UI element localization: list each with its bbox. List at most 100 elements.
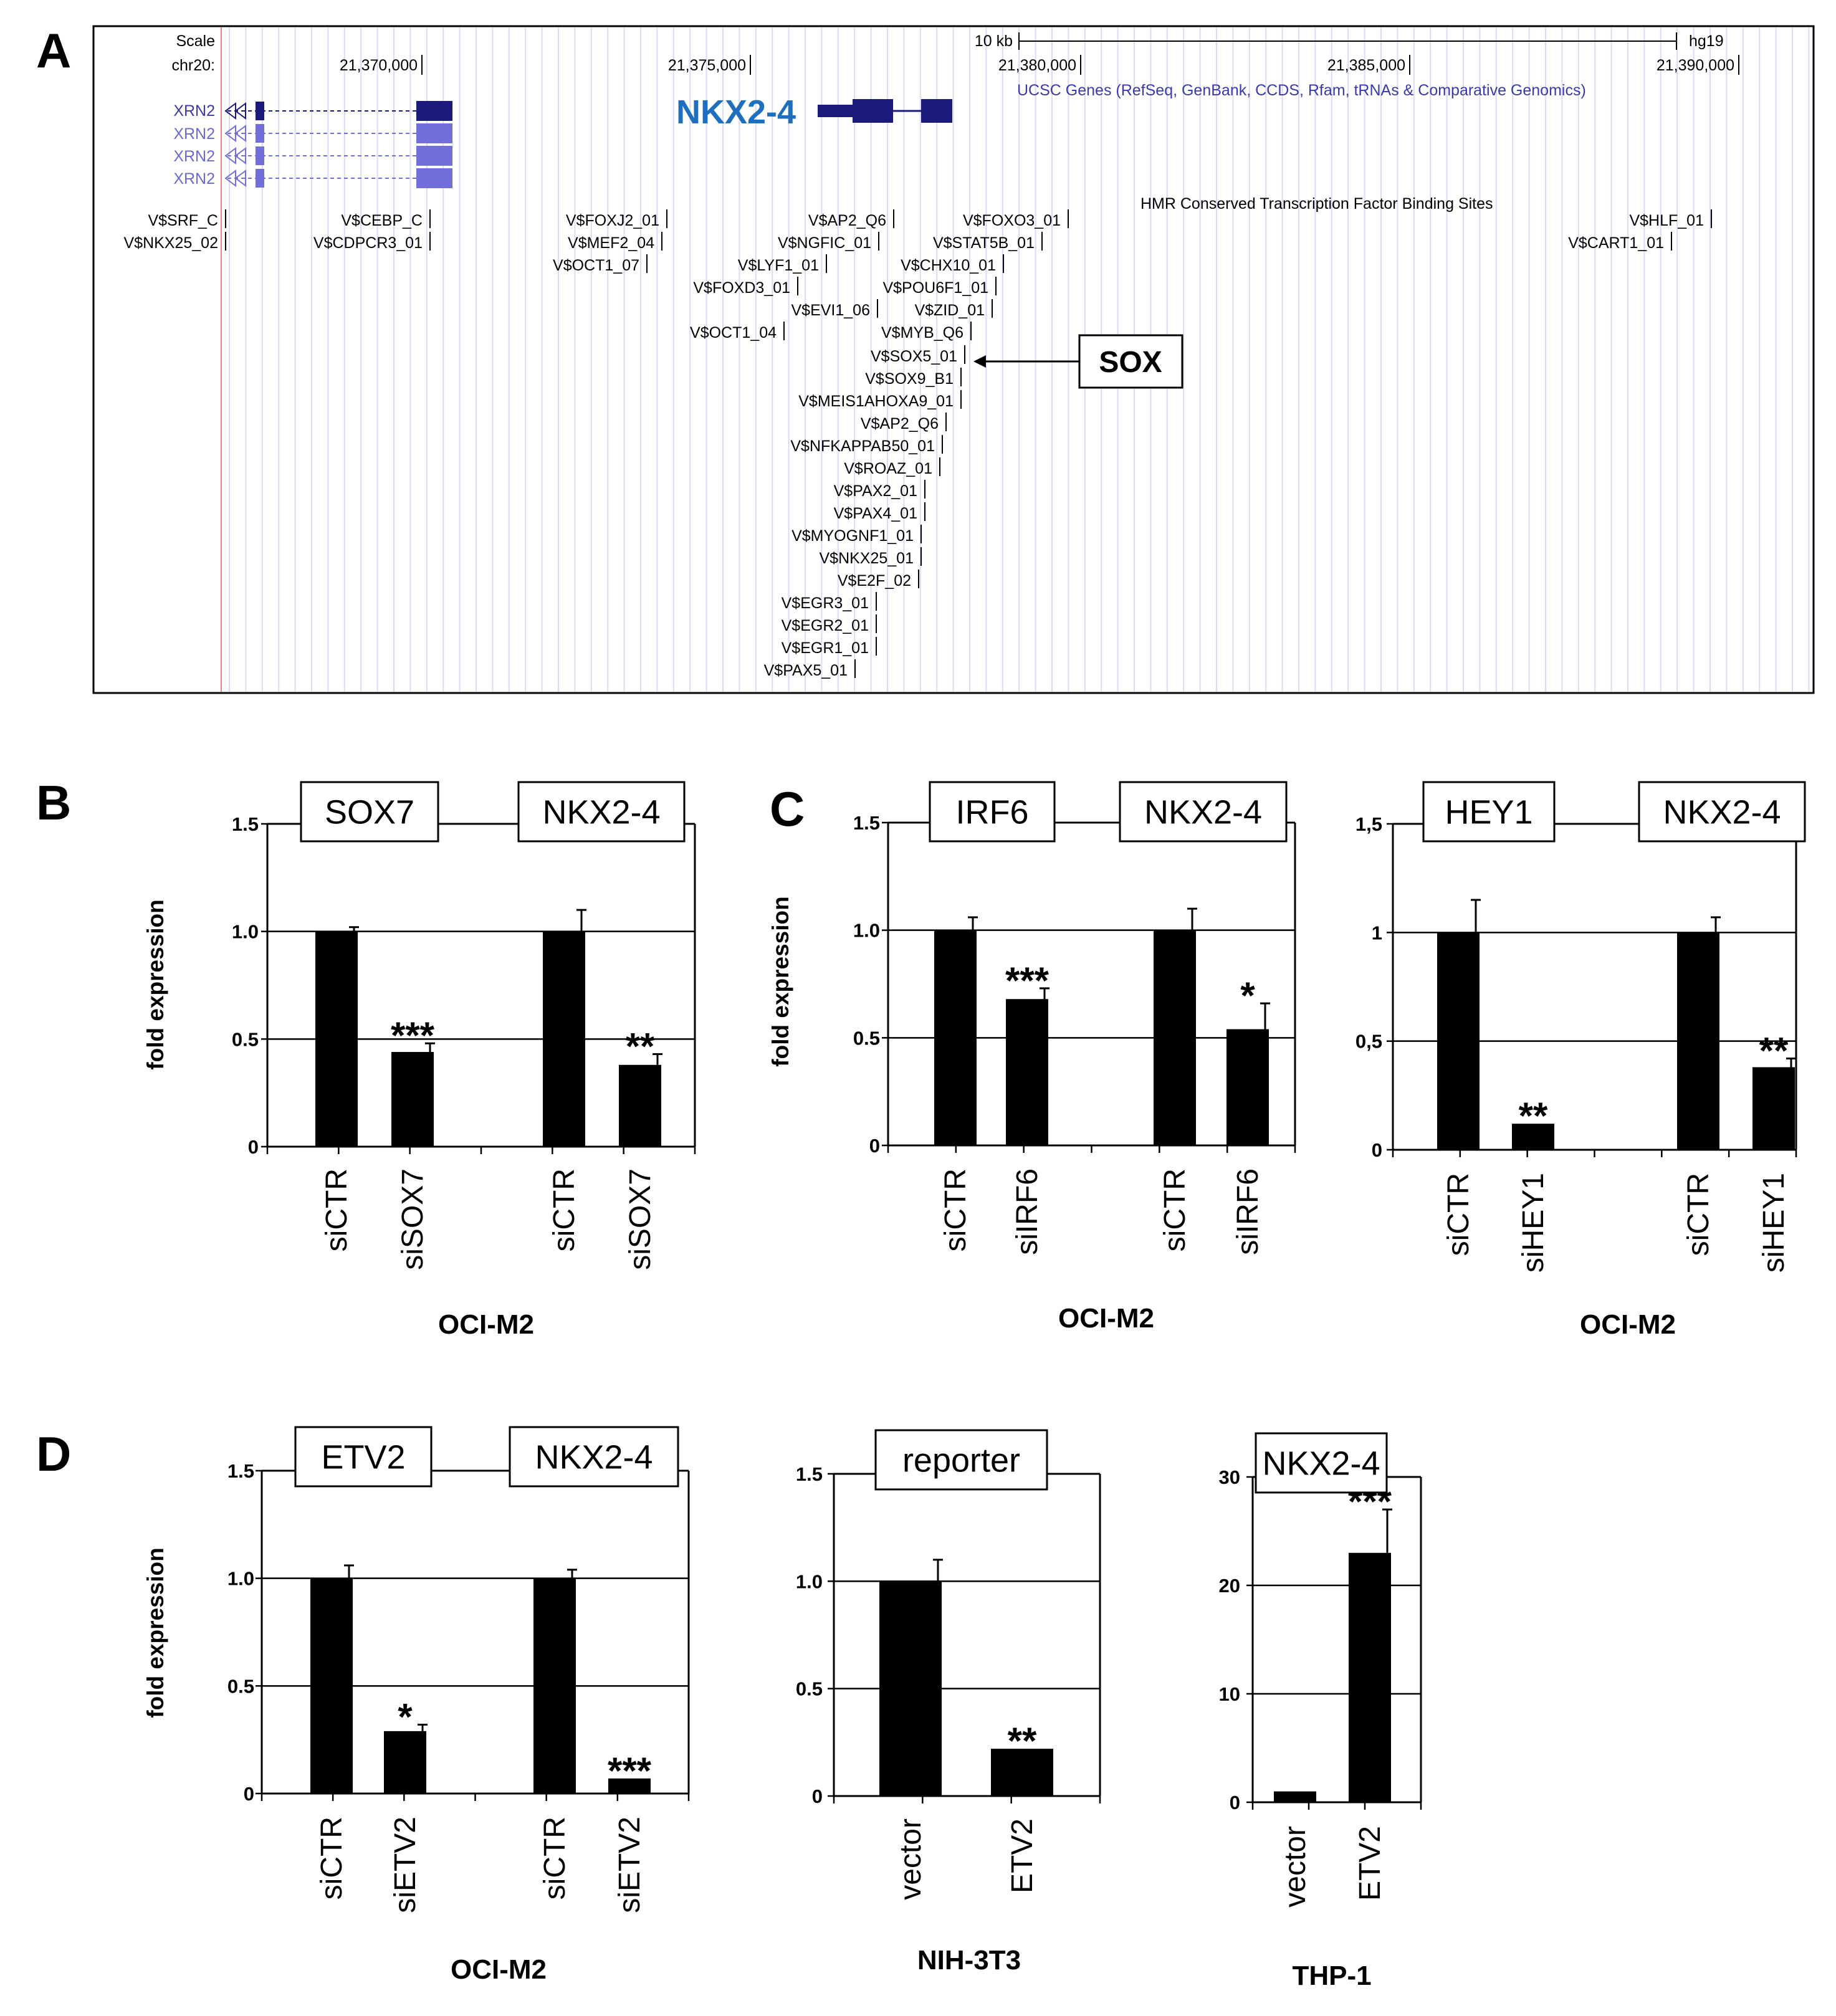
y-tick-label: 0 bbox=[869, 1135, 880, 1157]
bar bbox=[315, 931, 358, 1147]
sox-arrow-head bbox=[973, 355, 986, 368]
scale-label: Scale bbox=[176, 32, 215, 50]
y-tick-label: 0 bbox=[812, 1785, 823, 1807]
x-category-label: siIRF6 bbox=[1011, 1168, 1044, 1255]
tfbs-label: V$NFKAPPAB50_01 bbox=[790, 437, 935, 455]
panel-label-d: D bbox=[36, 1426, 71, 1481]
chart-d2: 0 0.5 1.0 1.5 vector ** ETV2 reporter NIH-3T3 bbox=[796, 1429, 1101, 1975]
gene-name-box bbox=[1638, 781, 1806, 843]
y-tick-label: 1,5 bbox=[1355, 813, 1382, 835]
panel-label-c: C bbox=[770, 781, 805, 836]
significance-marker: *** bbox=[1005, 960, 1049, 1001]
x-category-label: siCTR bbox=[538, 1817, 571, 1899]
tfbs-label: V$MEIS1AHOXA9_01 bbox=[798, 393, 954, 410]
tfbs-label: V$NKX25_01 bbox=[819, 550, 914, 567]
tfbs-label: V$STAT5B_01 bbox=[933, 234, 1035, 252]
tfbs-list: V$SRF_C V$NKX25_02 V$CEBP_C V$CDPCR3_01 V$FO… bbox=[123, 209, 1712, 679]
xrn2-label-2: XRN2 bbox=[173, 125, 215, 143]
browser-gridlines bbox=[229, 27, 1810, 692]
bar bbox=[879, 1581, 942, 1796]
tfbs-label: V$MEF2_04 bbox=[568, 234, 654, 252]
y-tick-label: 1.0 bbox=[232, 921, 259, 943]
y-tick-label: 0 bbox=[1372, 1139, 1382, 1161]
bar bbox=[1437, 932, 1480, 1150]
y-tick-label: 0.5 bbox=[232, 1028, 259, 1050]
x-category-label: siCTR bbox=[1682, 1173, 1715, 1256]
tfbs-label: V$SRF_C bbox=[148, 212, 218, 229]
y-tick-label: 0 bbox=[244, 1783, 254, 1805]
x-category-label: siHEY1 bbox=[1757, 1173, 1791, 1273]
bar bbox=[1154, 930, 1196, 1145]
tfbs-label: V$PAX2_01 bbox=[834, 482, 917, 500]
y-axis-title: fold expression bbox=[143, 899, 168, 1069]
chart-c1: 0 0.5 1.0 1.5 fold expression siCTR *** siIRF6 s… bbox=[768, 781, 1296, 1334]
y-tick-label: 1.5 bbox=[232, 813, 259, 835]
y-axis-title: fold expression bbox=[143, 1547, 168, 1717]
tfbs-label: V$ROAZ_01 bbox=[844, 460, 932, 477]
x-category-label: siHEY1 bbox=[1517, 1173, 1550, 1273]
cell-line-label: OCI-M2 bbox=[1580, 1309, 1676, 1340]
cell-line-label: OCI-M2 bbox=[451, 1954, 547, 1985]
tfbs-label: V$EVI1_06 bbox=[791, 302, 871, 319]
panel-label-a: A bbox=[36, 23, 71, 78]
y-tick-label: 0.5 bbox=[227, 1675, 254, 1697]
cell-line-label: OCI-M2 bbox=[438, 1309, 534, 1340]
y-axis-title: fold expression bbox=[768, 896, 793, 1066]
x-category-label: siCTR bbox=[1442, 1173, 1475, 1256]
tfbs-label: V$AP2_Q6 bbox=[861, 415, 939, 432]
y-tick-label: 1.0 bbox=[796, 1570, 823, 1592]
y-tick-label: 1 bbox=[1372, 922, 1382, 944]
gene-name-label: SOX7 bbox=[325, 794, 414, 831]
tfbs-label: V$OCT1_07 bbox=[553, 257, 639, 274]
tfbs-label: V$FOXO3_01 bbox=[963, 212, 1061, 229]
gene-name-box bbox=[1422, 781, 1556, 843]
xrn2-label-1: XRN2 bbox=[173, 102, 215, 120]
bar bbox=[619, 1064, 661, 1147]
xrn2-transcripts: XRN2 XRN2 XRN2 XRN2 bbox=[173, 101, 452, 188]
chart-d1: 0 0.5 1.0 1.5 fold expression siCTR * siETV2 siC… bbox=[143, 1426, 690, 1985]
x-category-label: siSOX7 bbox=[396, 1168, 429, 1270]
x-category-label: ETV2 bbox=[1354, 1826, 1387, 1901]
chrom-label: chr20: bbox=[172, 57, 215, 74]
x-category-label: siCTR bbox=[548, 1168, 581, 1251]
xrn2-label-3: XRN2 bbox=[173, 148, 215, 165]
bar bbox=[1006, 999, 1048, 1145]
bar bbox=[1677, 932, 1719, 1150]
y-tick-label: 30 bbox=[1219, 1466, 1240, 1488]
y-tick-label: 0 bbox=[1230, 1792, 1240, 1813]
genome-browser-panel: Scale chr20: 10 kb hg19 21,370,000 21,37… bbox=[92, 25, 1815, 694]
tfbs-label: V$HLF_01 bbox=[1629, 212, 1704, 229]
significance-marker: ** bbox=[1008, 1720, 1037, 1762]
gene-name-label: NKX2-4 bbox=[1144, 794, 1262, 831]
tfbs-label: V$NGFIC_01 bbox=[778, 234, 871, 252]
position-3: 21,380,000 bbox=[998, 57, 1076, 74]
y-tick-label: 1.5 bbox=[796, 1463, 823, 1485]
tfbs-label: V$PAX4_01 bbox=[834, 505, 917, 522]
gene-name-box bbox=[300, 781, 439, 843]
gene-name-box bbox=[517, 781, 686, 843]
sox-callout-label: SOX bbox=[1099, 346, 1162, 379]
significance-marker: *** bbox=[608, 1750, 652, 1792]
tfbs-label: V$AP2_Q6 bbox=[808, 212, 886, 229]
sox-callout-box bbox=[1078, 334, 1183, 389]
xrn2-model-4 bbox=[224, 168, 452, 188]
panel-label-b: B bbox=[36, 775, 71, 830]
bar bbox=[384, 1731, 426, 1794]
x-category-label: siCTR bbox=[939, 1168, 972, 1251]
x-category-label: siSOX7 bbox=[624, 1168, 657, 1270]
assembly-label: hg19 bbox=[1689, 32, 1724, 50]
ucsc-genes-track-label: UCSC Genes (RefSeq, GenBank, CCDS, Rfam,… bbox=[1017, 82, 1586, 99]
y-tick-label: 20 bbox=[1219, 1575, 1240, 1597]
tfbs-label: V$EGR3_01 bbox=[782, 595, 869, 612]
bar bbox=[934, 930, 977, 1145]
significance-marker: ** bbox=[626, 1026, 655, 1068]
x-category-label: siCTR bbox=[320, 1168, 353, 1251]
y-tick-label: 1.5 bbox=[853, 812, 880, 834]
y-tick-label: 10 bbox=[1219, 1683, 1240, 1705]
gene-name-label: ETV2 bbox=[321, 1439, 405, 1476]
gene-name-label: NKX2-4 bbox=[1663, 794, 1781, 831]
tfbs-label: V$ZID_01 bbox=[914, 302, 985, 319]
bar bbox=[1512, 1124, 1554, 1150]
x-category-label: siETV2 bbox=[389, 1817, 422, 1913]
tfbs-label: V$MYOGNF1_01 bbox=[791, 527, 914, 545]
